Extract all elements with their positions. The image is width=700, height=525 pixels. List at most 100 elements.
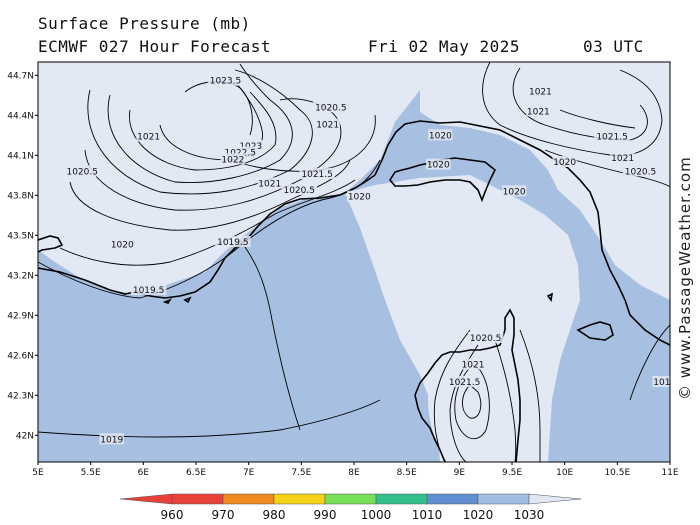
isobar-label-bg — [622, 165, 659, 177]
isobar-label: 1023.5 — [210, 77, 242, 87]
lon-label: 6.5E — [186, 468, 206, 478]
lon-label: 8.5E — [397, 468, 417, 478]
lon-label: 11E — [661, 468, 678, 478]
colorbar-tick-label: 1020 — [463, 508, 494, 522]
pressure-band-1020-northeast — [420, 62, 670, 300]
colorbar-segment — [426, 493, 479, 505]
longitude-axis: 5E 5.5E 6E 6.5E 7E 7.5E 8E 8.5E 9E 9.5E 10E 10.5E 11… — [32, 462, 679, 478]
isobar-labels: 1023.51020.51021102110231022.510221020.5… — [64, 74, 676, 445]
isobar-label: 1021.5 — [596, 133, 628, 143]
isobar-label: 1019 — [100, 435, 123, 445]
isobar-label-bg — [207, 74, 244, 86]
isobar-label: 1020.5 — [470, 334, 502, 344]
isobar-label: 1021 — [527, 107, 550, 117]
lat-label: 43.8N — [7, 191, 34, 201]
isobar-label: 1020 — [503, 187, 526, 197]
isobar-label: 1021 — [611, 154, 634, 164]
colorbar-segment — [273, 493, 326, 505]
isobar-label-bg — [426, 158, 451, 170]
lon-label: 9E — [454, 468, 466, 478]
lon-label: 6E — [138, 468, 150, 478]
isobar-label: 1021 — [258, 179, 281, 189]
isobar-label-bg — [238, 140, 263, 151]
isobar-label: 1020.5 — [283, 186, 315, 196]
isobar-label: 1020.5 — [66, 167, 98, 177]
isobar-label-bg — [64, 165, 101, 177]
lon-label: 10E — [556, 468, 573, 478]
isobar-label: 1021 — [529, 87, 552, 97]
coastlines — [38, 120, 670, 462]
isobar-label-bg — [552, 156, 577, 167]
colorbar-segment — [171, 493, 224, 505]
isobar-label-bg — [99, 433, 124, 445]
lon-label: 9.5E — [502, 468, 522, 478]
isobar-label-bg — [215, 236, 251, 247]
isobar-label-bg — [594, 130, 630, 142]
isobar-label: 1021 — [137, 133, 160, 143]
isobar-label-bg — [467, 332, 504, 343]
forecast-date: Fri 02 May 2025 — [368, 37, 520, 56]
isobar-label: 1019.5 — [133, 286, 165, 296]
isobar-label-bg — [446, 376, 483, 387]
colorbar-segment — [324, 493, 377, 505]
watermark: © www.PassageWeather.com — [676, 156, 694, 400]
pressure-high-corsica — [428, 328, 508, 462]
isobar-label-bg — [110, 238, 135, 250]
colorbar-tick-label: 1030 — [514, 508, 545, 522]
isobar-label-bg — [610, 152, 635, 163]
isobar-label: 1022 — [221, 155, 244, 165]
lon-label: 5E — [32, 468, 44, 478]
isobar-label: 1021.5 — [301, 170, 333, 180]
lon-label: 7.5E — [291, 468, 311, 478]
isobar-label: 1020.5 — [315, 103, 347, 113]
isobar-label-bg — [501, 185, 527, 197]
lat-label: 44.7N — [7, 71, 34, 81]
lat-label: 42.6N — [7, 351, 34, 361]
isobar-label-bg — [281, 184, 318, 195]
isobar-label: 1020 — [429, 131, 452, 141]
isobar-label-bg — [460, 358, 486, 370]
colorbar-tick-label: 970 — [212, 508, 235, 522]
isobar-label-bg — [347, 190, 372, 202]
isobar-label-bg — [315, 118, 340, 130]
colorbar-tick-label: 990 — [314, 508, 337, 522]
pressure-band-1020-central — [345, 175, 580, 462]
colorbar-tick-label: 1000 — [361, 508, 392, 522]
isobar-label-bg — [136, 130, 161, 142]
map-title: Surface Pressure (mb) — [38, 14, 251, 33]
lat-label: 43.5N — [7, 231, 34, 241]
isobar-label-bg — [528, 85, 553, 97]
isobar-label: 1019 — [653, 378, 676, 388]
lon-label: 7E — [243, 468, 255, 478]
colorbar-tick-label: 980 — [263, 508, 286, 522]
isobar-label: 1020.5 — [625, 167, 657, 177]
isobar-label: 1021 — [316, 121, 339, 131]
forecast-time: 03 UTC — [583, 37, 644, 56]
isobar-label-bg — [130, 284, 167, 295]
isobar-label-bg — [220, 153, 246, 165]
isobar-label-bg — [428, 129, 453, 141]
isobar-label: 1020 — [111, 241, 134, 251]
map-area: 1023.51020.51021102110231022.510221020.5… — [38, 62, 676, 462]
colorbar-segment — [477, 493, 530, 505]
colorbar-tick-label: 1010 — [412, 508, 443, 522]
isobar-label-bg — [222, 146, 259, 158]
forecast-model: ECMWF 027 Hour Forecast — [38, 37, 272, 56]
lat-label: 44.4N — [7, 111, 34, 121]
pressure-colorbar: 960 970 980 990 1000 1010 1020 1030 — [119, 493, 582, 522]
colorbar-segment — [375, 493, 428, 505]
isobar-label-bg — [652, 376, 670, 387]
latitude-axis: 44.7N 44.4N 44.1N 43.8N 43.5N 43.2N 42.9N 42.6N… — [7, 71, 38, 441]
isobar-label: 1020 — [348, 193, 371, 203]
lat-label: 42.9N — [7, 311, 34, 321]
isobar-label-bg — [526, 105, 551, 117]
lon-label: 10.5E — [604, 468, 630, 478]
isobar-label: 1021.5 — [449, 378, 481, 388]
lon-label: 5.5E — [81, 468, 101, 478]
isobar-label-bg — [313, 101, 349, 113]
isobar-label: 1021 — [462, 361, 485, 371]
colorbar-segment — [222, 493, 275, 505]
colorbar-low-cap — [119, 493, 173, 505]
lat-label: 42N — [16, 431, 34, 441]
